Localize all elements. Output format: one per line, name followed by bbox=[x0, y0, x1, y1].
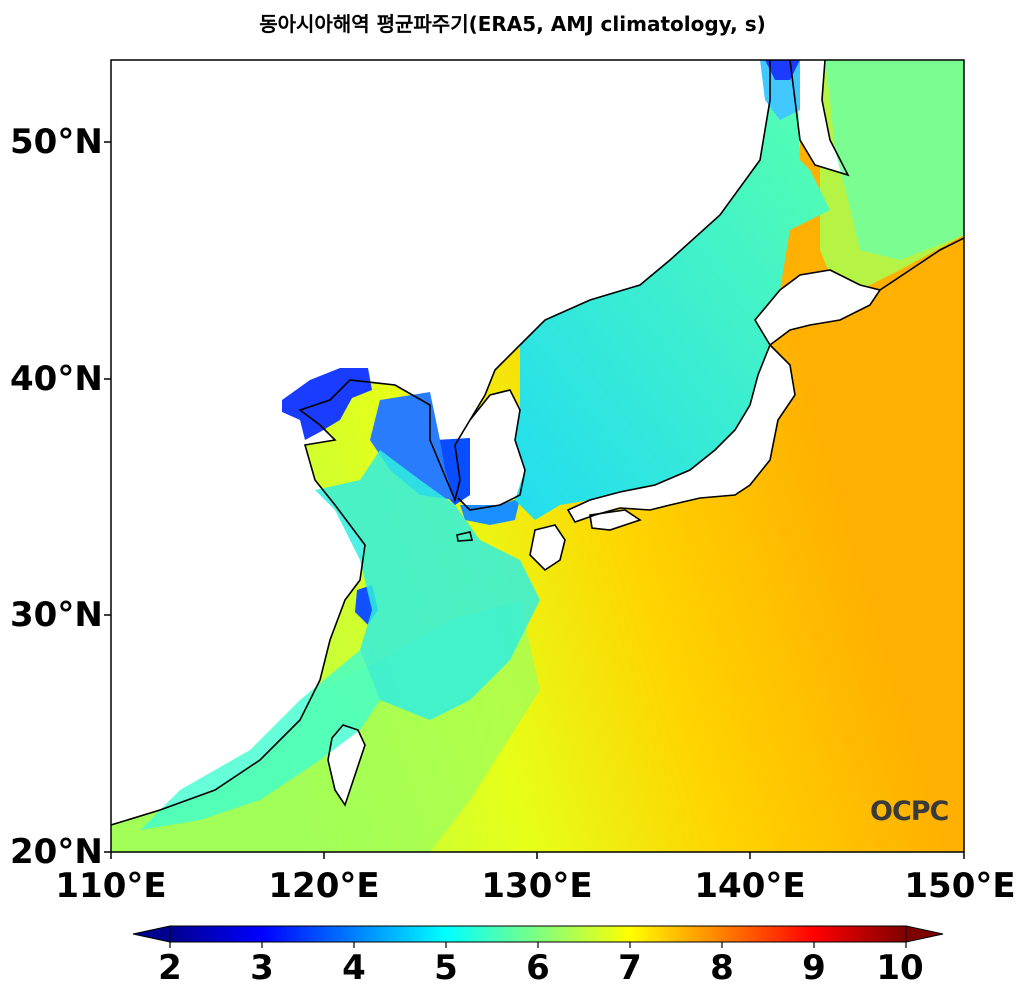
colorbar bbox=[132, 925, 944, 948]
colorbar-tick-label: 10 bbox=[876, 948, 924, 988]
kyushu-land bbox=[530, 525, 565, 570]
yellow-sea bbox=[315, 450, 540, 720]
y-tick-label: 30°N bbox=[10, 595, 103, 635]
colorbar-min-extend bbox=[132, 925, 171, 943]
honshu-land bbox=[568, 345, 795, 522]
ocpc-logo: OCPC bbox=[870, 796, 949, 827]
colorbar-tick-label: 6 bbox=[526, 948, 550, 988]
colorbar-tick-label: 7 bbox=[618, 948, 642, 988]
colorbar-tick-label: 8 bbox=[710, 948, 734, 988]
bohai-sea bbox=[282, 368, 372, 440]
east-sea bbox=[515, 100, 830, 520]
korea-land bbox=[455, 390, 525, 510]
colorbar-tick-label: 4 bbox=[342, 948, 366, 988]
colorbar-max-extend bbox=[905, 925, 944, 943]
x-tick-label: 140°E bbox=[694, 866, 806, 906]
colorbar-tick-label: 3 bbox=[250, 948, 274, 988]
wave-field bbox=[111, 60, 964, 852]
x-tick-label: 150°E bbox=[904, 866, 1016, 906]
coastlines bbox=[111, 60, 964, 826]
y-tick-label: 40°N bbox=[10, 359, 103, 399]
y-tick-label: 20°N bbox=[10, 832, 103, 872]
colorbar-tick-label: 2 bbox=[158, 948, 182, 988]
colorbar-bar bbox=[169, 925, 907, 943]
x-tick-label: 120°E bbox=[268, 866, 380, 906]
y-tick-label: 50°N bbox=[10, 122, 103, 162]
colorbar-tick-label: 5 bbox=[434, 948, 458, 988]
x-tick-label: 130°E bbox=[481, 866, 593, 906]
colorbar-tick-label: 9 bbox=[802, 948, 826, 988]
axis-ticks bbox=[104, 141, 965, 859]
x-tick-label: 110°E bbox=[55, 866, 167, 906]
hokkaido-land bbox=[755, 270, 880, 345]
map-title: 동아시아해역 평균파주기(ERA5, AMJ climatology, s) bbox=[259, 12, 766, 36]
